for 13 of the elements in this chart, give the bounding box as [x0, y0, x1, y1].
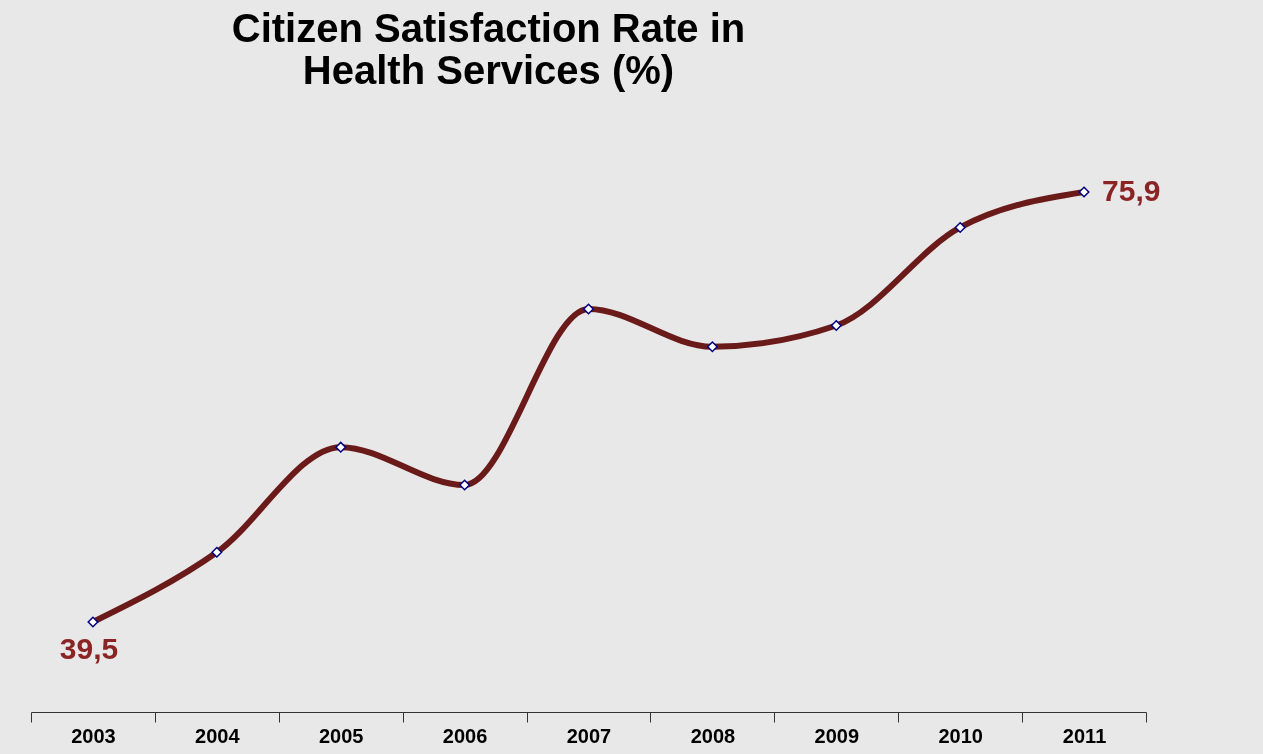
text: Health Services (%)	[302, 48, 675, 92]
x-tick-label: 2011	[1062, 724, 1107, 747]
x-tick-label: 2006	[442, 724, 488, 747]
data-label: 39,5	[59, 632, 119, 665]
x-tick-label: 2003	[71, 724, 116, 747]
x-tick-label: 2008	[690, 724, 736, 747]
x-tick-label: 2005	[318, 724, 364, 747]
x-tick-label: 2010	[938, 724, 983, 747]
text: Citizen Satisfaction Rate in	[231, 6, 746, 50]
data-label: 75,9	[1102, 174, 1161, 207]
x-tick-label: 2007	[566, 724, 612, 747]
x-tick-label: 2004	[195, 724, 241, 747]
x-tick-label: 2009	[814, 724, 860, 747]
